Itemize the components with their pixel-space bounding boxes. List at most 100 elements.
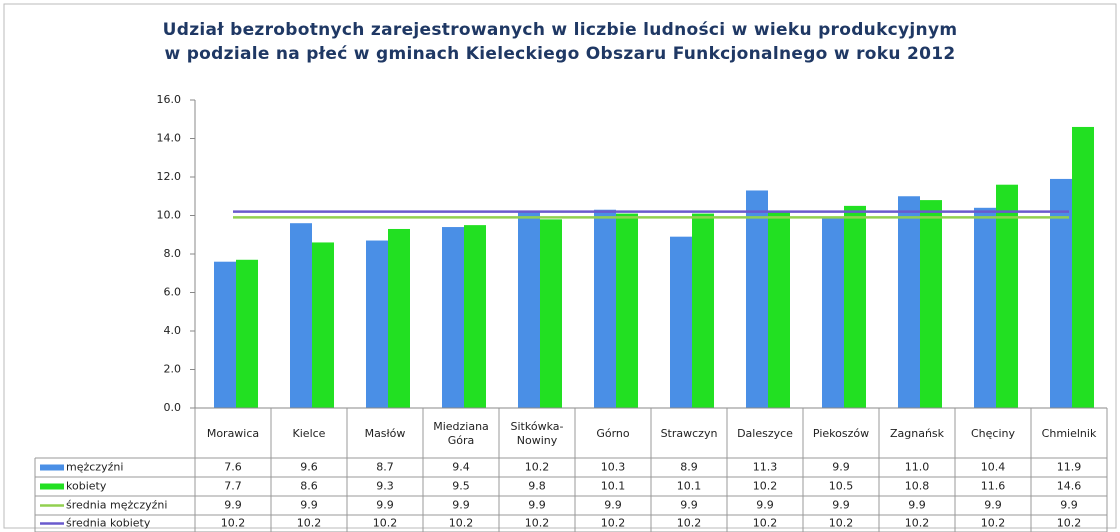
table-value: 10.2 (601, 517, 626, 530)
table-value: 11.3 (753, 461, 778, 474)
table-value: 10.2 (829, 517, 854, 530)
x-category-cell: Masłów (365, 427, 406, 440)
bar (670, 236, 692, 408)
x-tick-label: Górno (596, 427, 630, 440)
bar (290, 223, 312, 408)
x-category-cell: Zagnańsk (890, 427, 944, 440)
table-value: 10.2 (525, 517, 550, 530)
table-value: 9.9 (528, 499, 546, 512)
legend-label: średnia kobiety (66, 517, 151, 530)
table-value: 10.2 (677, 517, 702, 530)
table-value: 10.2 (753, 480, 778, 493)
table-value: 8.9 (680, 461, 698, 474)
table-value: 10.2 (297, 517, 322, 530)
chart-frame (3, 3, 1117, 529)
table-value: 9.6 (300, 461, 318, 474)
x-category-cell: Górno (596, 427, 630, 440)
bar (974, 207, 996, 408)
bar (692, 213, 714, 408)
table-value: 14.6 (1057, 480, 1082, 493)
table-value: 9.9 (376, 499, 394, 512)
table-value: 9.9 (224, 499, 242, 512)
x-category-cell: Chęciny (970, 427, 1015, 440)
bar (1072, 126, 1094, 408)
x-category-cell: Sitkówka-Nowiny (510, 420, 564, 447)
table-value: 10.2 (981, 517, 1006, 530)
x-tick-label: Morawica (206, 427, 260, 440)
table-value: 10.2 (373, 517, 398, 530)
bar (920, 200, 942, 408)
x-category-cell: Strawczyn (660, 427, 718, 440)
bar (442, 227, 464, 408)
table-value: 9.9 (832, 461, 850, 474)
y-tick-label: 6.0 (164, 286, 182, 299)
legend-label: mężczyźni (66, 461, 123, 474)
table-value: 10.2 (905, 517, 930, 530)
y-tick-label: 10.0 (157, 209, 182, 222)
table-value: 9.9 (756, 499, 774, 512)
table-value: 10.4 (981, 461, 1006, 474)
table-value: 9.3 (376, 480, 394, 493)
y-tick-label: 4.0 (164, 324, 182, 337)
bar (594, 209, 616, 408)
x-tick-label: Miedziana Góra (433, 420, 489, 447)
x-tick-label: Chmielnik (1041, 427, 1097, 440)
x-tick-label: Chęciny (970, 427, 1015, 440)
table-value: 9.4 (452, 461, 470, 474)
y-tick-label: 16.0 (157, 93, 182, 106)
legend-key (40, 464, 64, 471)
y-tick-label: 8.0 (164, 247, 182, 260)
x-tick-label: Piekoszów (812, 427, 870, 440)
bar (996, 184, 1018, 408)
table-value: 9.9 (908, 499, 926, 512)
chart-title: Udział bezrobotnych zarejestrowanych w l… (162, 20, 958, 64)
table-value: 10.2 (449, 517, 474, 530)
bar (768, 211, 790, 408)
x-category-cell: Chmielnik (1041, 427, 1097, 440)
y-tick-label: 14.0 (157, 132, 182, 145)
table-value: 9.9 (832, 499, 850, 512)
x-category-cell: Piekoszów (812, 427, 870, 440)
bar (540, 219, 562, 408)
table-value: 9.9 (300, 499, 318, 512)
x-tick-label: Sitkówka-Nowiny (510, 420, 564, 447)
table-value: 11.6 (981, 480, 1006, 493)
x-category-cell: Daleszyce (737, 427, 793, 440)
table-value: 10.8 (905, 480, 930, 493)
legend-label: średnia mężczyźni (66, 499, 167, 512)
table-value: 11.0 (905, 461, 930, 474)
table-value: 10.1 (677, 480, 702, 493)
x-tick-label: Strawczyn (660, 427, 718, 440)
table-value: 9.5 (452, 480, 470, 493)
bar (388, 228, 410, 408)
table-value: 9.9 (680, 499, 698, 512)
x-category-cell: Miedziana Góra (433, 420, 489, 447)
bar (366, 240, 388, 408)
table-value: 7.6 (224, 461, 242, 474)
bar (214, 261, 236, 408)
bar (898, 196, 920, 408)
bar (236, 259, 258, 408)
x-tick-label: Daleszyce (737, 427, 793, 440)
table-value: 8.7 (376, 461, 394, 474)
table-value: 10.5 (829, 480, 854, 493)
table-value: 10.2 (753, 517, 778, 530)
x-tick-label: Kielce (292, 427, 326, 440)
table-value: 10.3 (601, 461, 626, 474)
table-value: 10.1 (601, 480, 626, 493)
bar (746, 190, 768, 408)
bar (844, 205, 866, 408)
legend-key (40, 483, 64, 490)
bar (616, 213, 638, 408)
bar (822, 217, 844, 408)
table-value: 9.9 (452, 499, 470, 512)
table-value: 10.2 (525, 461, 550, 474)
x-category-cell: Kielce (292, 427, 326, 440)
bar (464, 225, 486, 408)
legend-label: kobiety (66, 480, 107, 493)
bar (312, 242, 334, 408)
table-value: 10.2 (221, 517, 246, 530)
table-value: 8.6 (300, 480, 318, 493)
